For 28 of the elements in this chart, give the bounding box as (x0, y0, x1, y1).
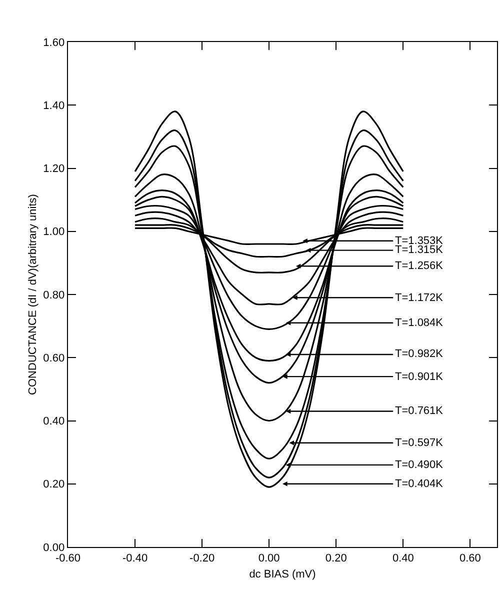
y-tick-label: 1.20 (43, 163, 65, 176)
annotation: T=0.901K (395, 371, 444, 383)
x-axis-title: dc BIAS (mV) (249, 568, 316, 580)
y-tick-label: 0.00 (43, 542, 65, 554)
x-tick-label: -0.20 (190, 552, 215, 564)
annotation: T=0.982K (395, 348, 444, 360)
y-tick-label: 1.40 (43, 100, 65, 112)
annotation: T=0.404K (395, 478, 444, 490)
x-tick-label: 0.20 (325, 552, 347, 564)
x-tick-label: 0.60 (459, 552, 481, 564)
y-tick-label: 0.60 (43, 352, 65, 364)
y-tick-label: 0.80 (43, 289, 65, 302)
x-tick-label: 0.00 (258, 552, 280, 564)
annotation: T=0.761K (395, 405, 444, 417)
x-tick-label: -0.60 (55, 552, 81, 564)
annotation: T=1.084K (395, 317, 444, 329)
y-tick-label: 0.20 (43, 478, 65, 491)
annotation: T=0.597K (395, 437, 444, 449)
x-tick-label: 0.40 (392, 552, 414, 564)
y-tick-label: 1.00 (43, 226, 65, 238)
x-tick-label: -0.40 (122, 552, 148, 564)
annotation: T=1.256K (395, 260, 444, 272)
annotation: T=0.490K (395, 459, 444, 471)
annotation: T=1.172K (395, 292, 444, 304)
annotation: T=1.315K (395, 244, 444, 256)
y-tick-label: 1.60 (43, 36, 65, 49)
y-axis-title: CONDUCTANCE (dI / dV)(arbitrary units) (26, 194, 39, 395)
y-tick-label: 0.40 (43, 416, 65, 428)
